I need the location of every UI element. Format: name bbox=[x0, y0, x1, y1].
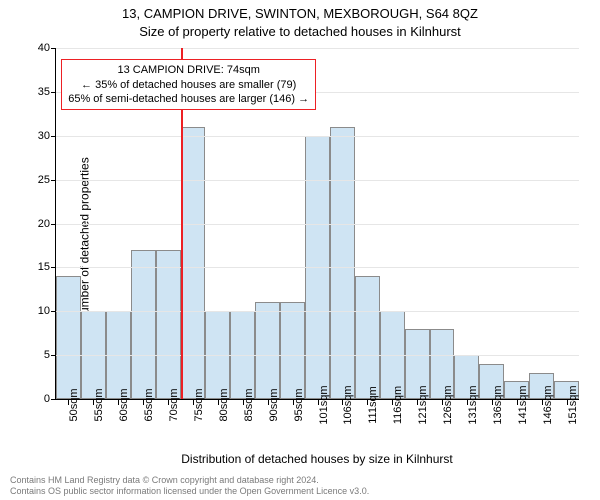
ytick-label: 40 bbox=[38, 42, 50, 54]
ytick-mark bbox=[51, 92, 56, 93]
gridline bbox=[56, 267, 579, 268]
ytick-mark bbox=[51, 355, 56, 356]
xtick-label: 70sqm bbox=[168, 388, 180, 421]
xtick-label: 60sqm bbox=[118, 388, 130, 421]
bar bbox=[280, 302, 305, 399]
footer-attribution: Contains HM Land Registry data © Crown c… bbox=[10, 475, 590, 496]
bar bbox=[56, 276, 81, 399]
ytick-mark bbox=[51, 48, 56, 49]
annotation-box: 13 CAMPION DRIVE: 74sqm← 35% of detached… bbox=[61, 59, 316, 110]
xtick-label: 116sqm bbox=[392, 386, 404, 424]
ytick-mark bbox=[51, 267, 56, 268]
xtick-label: 131sqm bbox=[467, 385, 479, 424]
xtick-label: 106sqm bbox=[342, 385, 354, 424]
bar bbox=[330, 127, 355, 399]
bar bbox=[255, 302, 280, 399]
xtick-label: 141sqm bbox=[517, 385, 529, 424]
xtick-label: 95sqm bbox=[293, 388, 305, 421]
bar bbox=[355, 276, 380, 399]
ytick-label: 10 bbox=[38, 305, 50, 317]
xtick-label: 90sqm bbox=[268, 388, 280, 421]
ytick-label: 20 bbox=[38, 218, 50, 230]
xtick-label: 126sqm bbox=[442, 385, 454, 424]
ytick-label: 25 bbox=[38, 174, 50, 186]
xtick-label: 85sqm bbox=[243, 388, 255, 421]
gridline bbox=[56, 311, 579, 312]
ytick-label: 5 bbox=[44, 349, 50, 361]
xtick-label: 80sqm bbox=[218, 388, 230, 421]
xtick-label: 101sqm bbox=[318, 385, 330, 424]
chart-title-line2: Size of property relative to detached ho… bbox=[0, 24, 600, 39]
annotation-line: ← 35% of detached houses are smaller (79… bbox=[68, 78, 309, 92]
gridline bbox=[56, 224, 579, 225]
ytick-label: 0 bbox=[44, 393, 50, 405]
xtick-label: 151sqm bbox=[567, 385, 579, 424]
xtick-label: 111sqm bbox=[367, 386, 379, 424]
ytick-label: 35 bbox=[38, 86, 50, 98]
ytick-mark bbox=[51, 180, 56, 181]
bar bbox=[181, 127, 206, 399]
xtick-label: 146sqm bbox=[542, 385, 554, 424]
annotation-line: 65% of semi-detached houses are larger (… bbox=[68, 92, 309, 106]
footer-line1: Contains HM Land Registry data © Crown c… bbox=[10, 475, 590, 485]
footer-line2: Contains OS public sector information li… bbox=[10, 486, 590, 496]
plot-area: 051015202530354050sqm55sqm60sqm65sqm70sq… bbox=[55, 48, 579, 400]
ytick-label: 30 bbox=[38, 130, 50, 142]
annotation-line: 13 CAMPION DRIVE: 74sqm bbox=[68, 63, 309, 77]
bar bbox=[156, 250, 181, 399]
ytick-mark bbox=[51, 399, 56, 400]
xtick-label: 75sqm bbox=[193, 388, 205, 421]
ytick-mark bbox=[51, 224, 56, 225]
gridline bbox=[56, 180, 579, 181]
xtick-label: 50sqm bbox=[68, 388, 80, 421]
xtick-label: 121sqm bbox=[417, 385, 429, 424]
x-axis-label: Distribution of detached houses by size … bbox=[55, 452, 579, 466]
bar bbox=[131, 250, 156, 399]
xtick-label: 55sqm bbox=[93, 388, 105, 421]
ytick-mark bbox=[51, 311, 56, 312]
gridline bbox=[56, 48, 579, 49]
xtick-label: 136sqm bbox=[492, 385, 504, 424]
ytick-mark bbox=[51, 136, 56, 137]
gridline bbox=[56, 136, 579, 137]
ytick-label: 15 bbox=[38, 261, 50, 273]
xtick-label: 65sqm bbox=[143, 388, 155, 421]
chart-title-line1: 13, CAMPION DRIVE, SWINTON, MEXBOROUGH, … bbox=[0, 6, 600, 21]
gridline bbox=[56, 355, 579, 356]
